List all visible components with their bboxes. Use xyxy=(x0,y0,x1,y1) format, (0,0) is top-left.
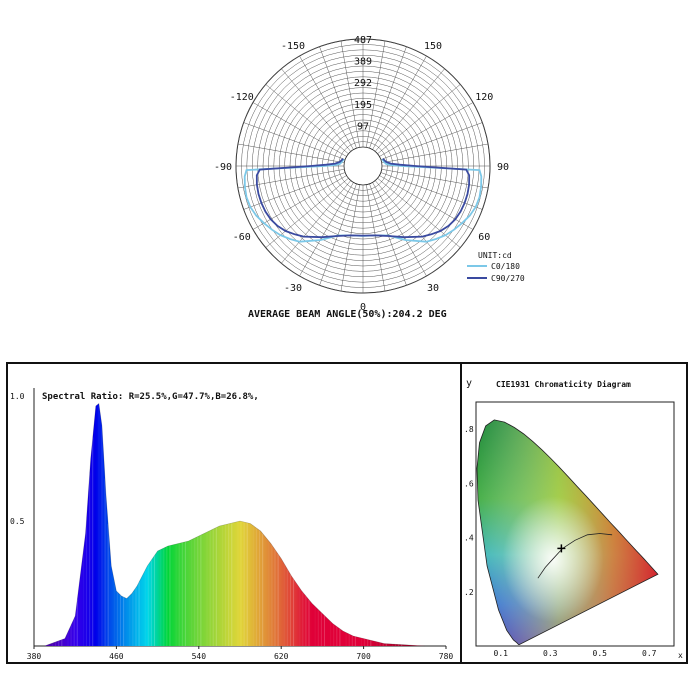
beam-angle-caption: AVERAGE BEAM ANGLE(50%):204.2 DEG xyxy=(248,309,447,320)
spectrum-x-tick-label: 460 xyxy=(109,652,124,661)
polar-angle-label: -90 xyxy=(214,162,232,173)
polar-spoke xyxy=(243,122,346,160)
spectral-ratio-annotation: Spectral Ratio: R=25.5%,G=47.7%,B=26.8%, xyxy=(42,392,259,402)
polar-spoke xyxy=(375,68,445,152)
spectrum-x-tick-label: 380 xyxy=(27,652,42,661)
spectrum-x-tick-label: 620 xyxy=(274,652,289,661)
spectrum-y-tick-label: 0.5 xyxy=(10,517,25,526)
polar-spoke xyxy=(265,178,349,248)
cie-x-tick-label: 0.5 xyxy=(593,649,608,658)
cie-y-tick-label: .4 xyxy=(464,534,474,543)
polar-angle-label: 0 xyxy=(360,302,366,313)
polar-spoke xyxy=(380,122,483,160)
polar-spoke xyxy=(252,102,347,157)
cie-y-axis-label: y xyxy=(466,378,472,389)
cie-planckian-locus xyxy=(537,533,613,579)
polar-angle-label: -150 xyxy=(281,41,305,52)
cie-locus-outline xyxy=(476,419,659,645)
polar-spoke xyxy=(265,84,349,154)
polar-spoke xyxy=(379,175,474,230)
polar-spoke xyxy=(237,169,345,189)
spectrum-x-tick-label: 780 xyxy=(439,652,454,661)
polar-spoke xyxy=(377,178,461,248)
polar-spoke xyxy=(366,184,386,292)
spectrum-y-tick-label: 1.0 xyxy=(10,392,25,401)
cie-y-tick-label: .2 xyxy=(464,588,474,597)
polar-chart: -150 -120 -90 -60 -30 0 30 60 90 120 150 97 195 292 38… xyxy=(214,35,525,313)
polar-angle-label: 90 xyxy=(497,162,509,173)
cie-title: CIE1931 Chromaticity Diagram xyxy=(496,380,631,389)
polar-spoke xyxy=(372,55,427,150)
spectrum-chart: 380 460 540 620 700 780 0.5 1.0 xyxy=(10,388,454,661)
polar-angle-label: 60 xyxy=(478,232,490,243)
polar-angle-label: -120 xyxy=(230,92,254,103)
spectrum-x-tick-label: 700 xyxy=(356,652,371,661)
polar-grid xyxy=(235,38,491,294)
spectrum-curve xyxy=(44,402,426,647)
polar-spoke xyxy=(381,143,489,163)
polar-angle-label: 150 xyxy=(424,41,442,52)
polar-radial-label: 195 xyxy=(354,100,372,111)
polar-spoke xyxy=(375,180,445,264)
polar-angle-label: 30 xyxy=(427,283,439,294)
cie-x-tick-label: 0.1 xyxy=(494,649,509,658)
polar-angle-label: -60 xyxy=(233,232,251,243)
cie-x-tick-label: 0.7 xyxy=(642,649,657,658)
polar-spoke xyxy=(340,40,360,148)
cie-frame xyxy=(475,401,675,647)
polar-spoke xyxy=(252,175,347,230)
polar-spoke xyxy=(319,46,357,149)
polar-unit-label: UNIT:cd xyxy=(478,251,512,260)
spectrum-panel: 380 460 540 620 700 780 0.5 1.0 Spectral Ratio:… xyxy=(6,362,462,664)
cie-panel: y x 0.1 0.3 0.5 0.7 .2 .4 .6 .8 CIE1931 Chromatic… xyxy=(460,362,688,664)
polar-spoke xyxy=(299,55,354,150)
polar-radial-label: 97 xyxy=(357,121,369,132)
polar-spoke xyxy=(381,169,489,189)
cie-y-tick-label: .8 xyxy=(464,425,474,434)
polar-radial-label: 292 xyxy=(354,78,372,89)
cie-y-tick-label: .6 xyxy=(464,479,474,488)
polar-spoke xyxy=(379,102,474,157)
polar-spoke xyxy=(237,143,345,163)
spectrum-x-tick-label: 540 xyxy=(192,652,207,661)
polar-radial-label: 389 xyxy=(354,57,372,68)
spectrum-area xyxy=(44,403,426,646)
polar-spoke xyxy=(377,84,461,154)
cie-x-axis-label: x xyxy=(678,651,683,660)
polar-series-C90-270 xyxy=(255,158,471,239)
polar-spoke xyxy=(369,46,407,149)
polar-angle-label: -30 xyxy=(284,283,302,294)
polar-spoke xyxy=(366,40,386,148)
polar-distribution-panel: -150 -120 -90 -60 -30 0 30 60 90 120 150 97 195 292 38… xyxy=(0,0,700,330)
polar-spoke xyxy=(281,180,351,264)
legend-label: C90/270 xyxy=(491,274,525,283)
cie-x-tick-label: 0.3 xyxy=(543,649,558,658)
cie-chart: y x 0.1 0.3 0.5 0.7 .2 .4 .6 .8 xyxy=(464,378,683,660)
polar-spoke xyxy=(281,68,351,152)
spectrum-stripes xyxy=(52,403,403,646)
polar-spoke xyxy=(340,184,360,292)
legend-label: C0/180 xyxy=(491,262,520,271)
polar-angle-label: 120 xyxy=(475,92,493,103)
polar-radial-label: 487 xyxy=(354,35,372,46)
polar-inner-ring xyxy=(343,146,383,186)
polar-spoke xyxy=(299,182,354,277)
polar-spoke xyxy=(372,182,427,277)
